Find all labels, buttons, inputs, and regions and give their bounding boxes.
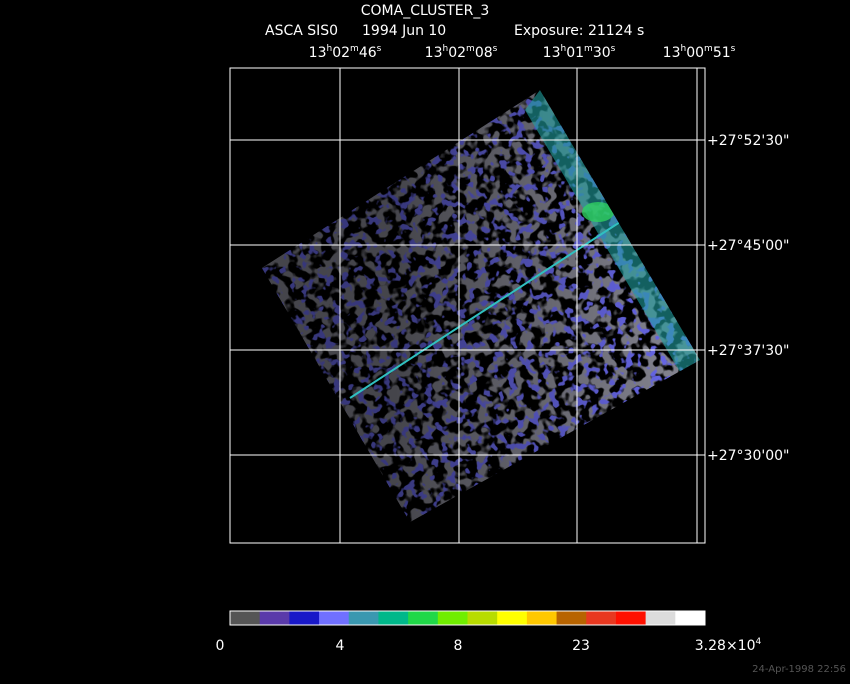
colorbar-swatch <box>675 611 706 625</box>
dec-label: +27°37'30" <box>707 343 789 359</box>
colorbar-swatch <box>467 611 498 625</box>
text-part: 13 <box>309 45 327 61</box>
text-part: 0 <box>216 638 225 654</box>
ra-label: 13h01m30s <box>543 44 616 61</box>
ra-label: 13h00m51s <box>663 44 736 61</box>
text-part: 02 <box>332 45 350 61</box>
ra-label: 13h02m46s <box>309 44 382 61</box>
colorbar-label: 0 <box>216 638 225 654</box>
timestamp: 24-Apr-1998 22:56 <box>752 664 846 675</box>
superscript: h <box>442 44 448 54</box>
text-part: 23 <box>572 638 590 654</box>
superscript: s <box>611 44 616 54</box>
dec-label: +27°45'00" <box>707 238 789 254</box>
text-part: 30 <box>593 45 611 61</box>
superscript: 4 <box>755 637 761 647</box>
colorbar-swatch <box>319 611 350 625</box>
ra-labels: 13h02m46s 13h02m08s 13h01m30s 13h00m51s <box>309 44 736 61</box>
colorbar-swatch <box>645 611 676 625</box>
colorbar-swatch <box>437 611 468 625</box>
colorbar-frame <box>229 610 706 626</box>
dec-label: +27°30'00" <box>707 448 789 464</box>
instrument: ASCA SIS0 <box>265 23 338 39</box>
colorbar-swatch <box>615 611 647 625</box>
colorbar-swatch <box>289 611 320 625</box>
title: COMA_CLUSTER_3 <box>361 3 490 19</box>
superscript: m <box>466 44 475 54</box>
text-part: 13 <box>663 45 681 61</box>
text-part: 51 <box>713 45 731 61</box>
colorbar-swatch <box>526 611 558 625</box>
dec-label: +27°52'30" <box>707 133 789 149</box>
text-part: 08 <box>475 45 493 61</box>
superscript: s <box>377 44 382 54</box>
superscript: h <box>560 44 566 54</box>
text-part: 13 <box>543 45 561 61</box>
colorbar-swatch <box>556 611 587 625</box>
superscript: m <box>584 44 593 54</box>
superscript: m <box>350 44 359 54</box>
sky-image <box>262 90 700 522</box>
colorbar-swatch <box>348 611 379 625</box>
colorbar-label: 23 <box>572 638 590 654</box>
superscript: s <box>731 44 736 54</box>
colorbar-label: 8 <box>454 638 463 654</box>
text-part: 01 <box>566 45 584 61</box>
title-block: COMA_CLUSTER_3 ASCA SIS0 1994 Jun 10 Exp… <box>265 3 644 39</box>
text-part: 02 <box>448 45 466 61</box>
superscript: m <box>704 44 713 54</box>
colorbar-label: 3.28×104 <box>695 637 762 654</box>
superscript: s <box>493 44 498 54</box>
colorbar-swatch <box>586 611 617 625</box>
ra-label: 13h02m08s <box>425 44 498 61</box>
coordinate-grid <box>229 67 706 544</box>
text-part: 3.28×10 <box>695 638 756 654</box>
superscript: h <box>326 44 332 54</box>
text-part: 46 <box>359 45 377 61</box>
date: 1994 Jun 10 <box>362 23 446 39</box>
colorbar-label: 4 <box>336 638 345 654</box>
colorbar-swatch <box>378 611 409 625</box>
colorbar-swatch <box>230 611 261 625</box>
text-part: 4 <box>336 638 345 654</box>
colorbar: 0 4 8 23 3.28×104 <box>216 610 762 654</box>
text-part: 13 <box>425 45 443 61</box>
colorbar-swatch <box>259 611 290 625</box>
exposure: Exposure: 21124 s <box>514 23 644 39</box>
dec-labels: +27°52'30" +27°45'00" +27°37'30" +27°30'00" <box>707 133 789 464</box>
text-part: 00 <box>686 45 704 61</box>
superscript: h <box>680 44 686 54</box>
colorbar-swatch <box>408 611 439 625</box>
text-part: 8 <box>454 638 463 654</box>
colorbar-swatch <box>497 611 528 625</box>
